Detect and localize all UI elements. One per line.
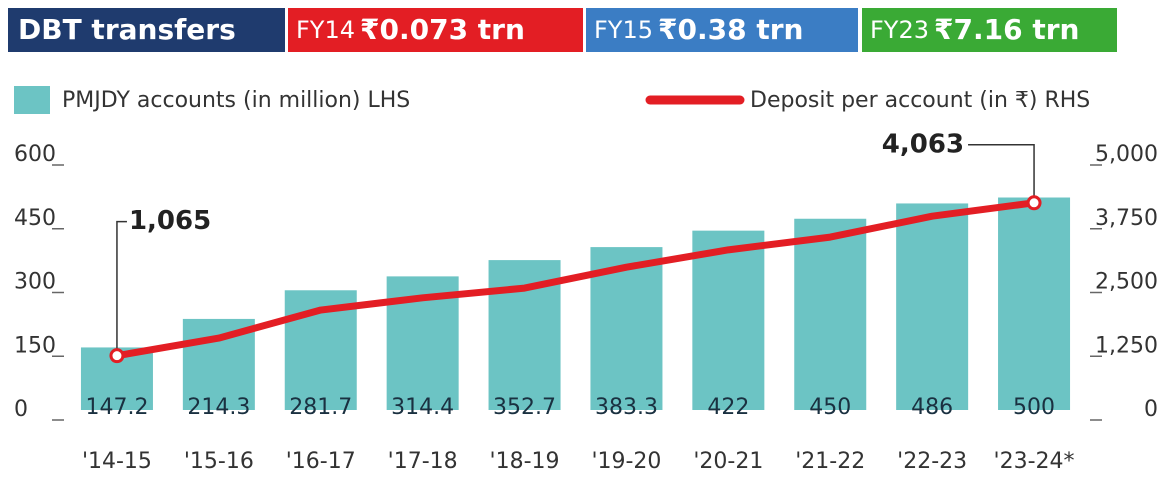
- x-tick-label: '14-15: [82, 449, 152, 474]
- legend-label: Deposit per account (in ₹) RHS: [750, 88, 1090, 113]
- callout-line: [968, 144, 1035, 203]
- bar-value-label: 214.3: [187, 395, 250, 420]
- header-item-bg: [586, 8, 858, 52]
- x-tick-label: '23-24*: [994, 449, 1075, 474]
- bar: [998, 197, 1071, 410]
- y-tick-label: 300: [14, 270, 56, 295]
- line-point: [1026, 195, 1042, 211]
- x-tick-label: '21-22: [795, 449, 865, 474]
- bar-value-label: 314.4: [391, 395, 454, 420]
- header-item-value: ₹0.38 trn: [658, 13, 803, 46]
- y-tick-label: 600: [14, 142, 56, 167]
- x-tick-label: '18-19: [490, 449, 560, 474]
- header-item-bg: [862, 8, 1117, 52]
- bar-value-label: 422: [707, 395, 749, 420]
- header-item-bg: [288, 8, 583, 52]
- y2-tick-label: 2,500: [1095, 270, 1158, 295]
- line-value-label: 4,063: [882, 129, 964, 159]
- x-tick-label: '22-23: [897, 449, 967, 474]
- x-tick-label: '17-18: [388, 449, 458, 474]
- y-tick-label: 450: [14, 206, 56, 231]
- header-item-value: ₹0.073 trn: [360, 13, 525, 46]
- bar-value-label: 281.7: [289, 395, 352, 420]
- y-tick-label: 150: [14, 333, 56, 358]
- header-item-label: FY23: [870, 16, 929, 44]
- bar: [896, 203, 969, 410]
- bar-value-label: 500: [1013, 395, 1055, 420]
- bar-value-label: 147.2: [85, 395, 148, 420]
- line-point: [109, 348, 125, 364]
- header-item-label: FY15: [594, 16, 653, 44]
- header-item-label: FY14: [296, 16, 355, 44]
- header-item-value: ₹7.16 trn: [934, 13, 1079, 46]
- y-tick-label: 0: [14, 397, 28, 422]
- legend-label: PMJDY accounts (in million) LHS: [62, 88, 410, 113]
- bar-value-label: 450: [809, 395, 851, 420]
- x-tick-label: '16-17: [286, 449, 356, 474]
- bar-value-label: 352.7: [493, 395, 556, 420]
- bar: [692, 230, 765, 410]
- y2-tick-label: 1,250: [1095, 333, 1158, 358]
- line: [116, 199, 1035, 360]
- x-tick-label: '20-21: [693, 449, 763, 474]
- bar-value-label: 486: [911, 395, 953, 420]
- x-tick-label: '15-16: [184, 449, 254, 474]
- y2-tick-label: 3,750: [1095, 206, 1158, 231]
- header-title: DBT transfers: [18, 13, 236, 46]
- legend-swatch: [14, 86, 50, 114]
- line-value-label: 1,065: [129, 206, 211, 236]
- bar: [794, 218, 867, 410]
- y2-tick-label: 0: [1144, 397, 1158, 422]
- y2-tick-label: 5,000: [1095, 142, 1158, 167]
- bar-value-label: 383.3: [595, 395, 658, 420]
- callout-line: [116, 220, 127, 356]
- header-title-bg: [8, 8, 285, 52]
- x-tick-label: '19-20: [591, 449, 661, 474]
